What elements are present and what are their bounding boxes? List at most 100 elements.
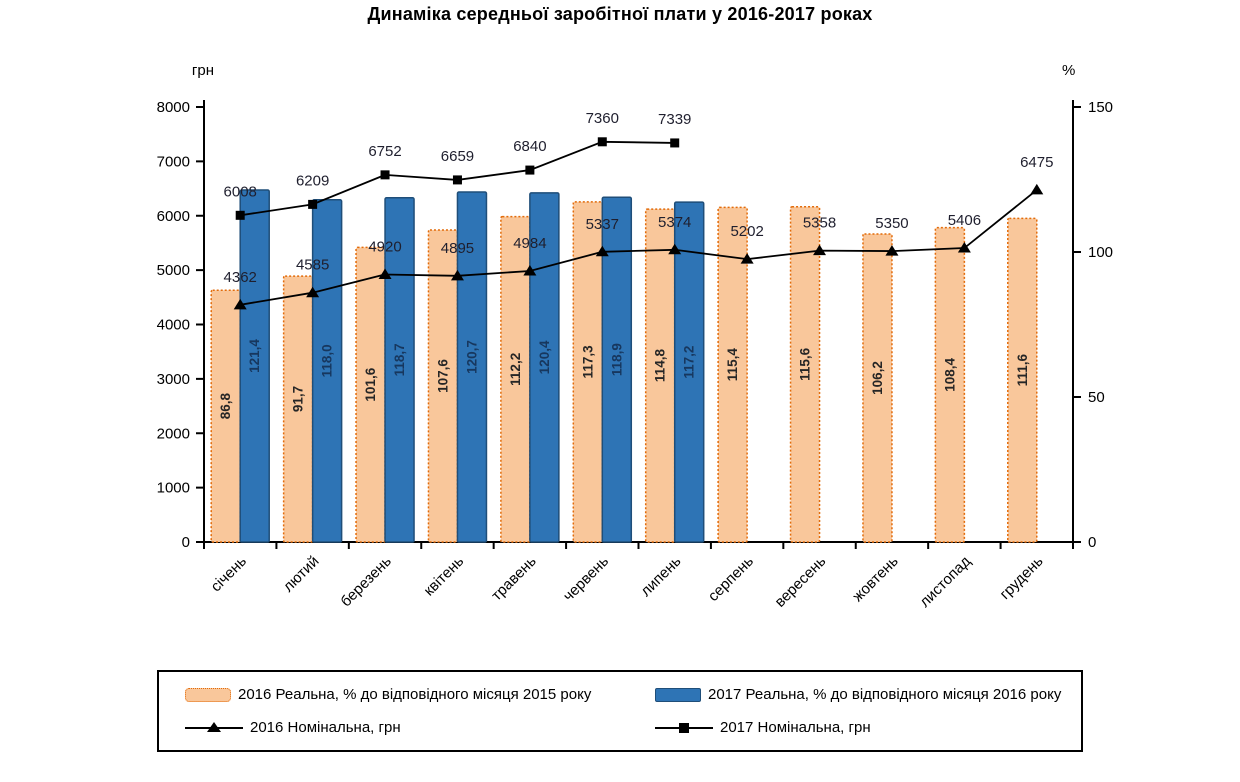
line-value-label: 5337 [586,216,619,233]
bar-value-label: 112,2 [508,353,523,386]
square-marker [380,170,390,180]
left-axis-tick-label: 4000 [157,317,190,334]
legend-label-2016-nominal: 2016 Номінальна, грн [250,719,401,736]
square-marker [308,199,318,209]
legend-label-2016-real: 2016 Реальна, % до відповідного місяця 2… [238,686,592,703]
legend: 2016 Реальна, % до відповідного місяця 2… [157,670,1083,752]
bar-2016 [427,229,459,543]
bar-value-label: 115,6 [798,347,813,381]
square-marker [525,165,535,175]
right-axis-tick-label: 100 [1088,244,1113,261]
bar-2016 [862,233,893,543]
left-axis-tick-label: 2000 [157,425,190,442]
left-axis-tick-label: 0 [182,534,190,551]
triangle-marker [233,298,247,310]
bar-value-label: 108,4 [942,357,957,391]
triangle-line-marker-icon [185,721,243,732]
bar-value-label: 118,0 [320,344,335,377]
bar-2017 [384,197,415,543]
triangle-marker [957,242,971,253]
line-value-label: 4362 [224,269,257,286]
square-marker [597,137,607,147]
bar-value-label: 106,2 [870,361,885,395]
bar-value-label: 117,2 [682,346,697,379]
bar-value-label: 101,6 [363,367,378,401]
month-label: грудень [997,553,1047,603]
bar-2017 [311,199,343,543]
line-value-label: 6840 [513,138,546,155]
left-axis-tick-label: 6000 [157,208,190,225]
bar-2017 [529,192,560,543]
line-value-label: 4920 [368,238,401,255]
bar-2017 [673,201,705,543]
triangle-marker [450,269,464,281]
line-value-label: 5202 [730,223,763,240]
left-axis-tick-label: 5000 [157,262,190,279]
line-value-label: 5358 [803,215,836,232]
month-label: квітень [421,553,468,600]
bar-value-label: 107,6 [435,359,450,393]
bar-2017 [239,189,270,543]
month-label: січень [208,553,251,596]
square-marker [235,210,245,220]
triangle-marker [740,253,754,264]
legend-item-2016-nominal: 2016 Номінальна, грн [185,719,655,736]
chart-title: Динаміка середньої заробітної плати у 20… [367,4,873,24]
square-line-marker-icon [655,722,713,733]
triangle-marker [595,245,609,257]
bar-value-label: 120,4 [537,340,552,374]
legend-label-2017-nominal: 2017 Номінальна, грн [720,719,871,736]
month-label: серпень [705,553,757,605]
line-value-label: 6008 [224,183,257,200]
bar-value-label: 86,8 [218,393,233,420]
triangle-marker [523,264,537,276]
line-value-label: 7339 [658,111,691,128]
bar-2017 [456,191,488,543]
line-value-label: 6209 [296,172,329,189]
line-value-label: 6659 [441,148,474,165]
left-axis-tick-label: 8000 [157,99,190,116]
bar-value-label: 118,9 [609,343,624,376]
line-value-label: 4585 [296,257,329,274]
month-label: березень [337,553,395,611]
triangle-marker [306,286,320,298]
bar-2016 [282,275,314,543]
legend-item-2016-real: 2016 Реальна, % до відповідного місяця 2… [185,686,655,703]
line-value-label: 6475 [1020,154,1053,171]
left-axis-tick-label: 7000 [157,153,190,170]
month-label: червень [560,553,612,605]
bar-value-label: 117,3 [580,345,595,379]
month-label: листопад [916,553,974,611]
line-value-label: 4984 [513,235,546,252]
month-label: вересень [772,553,830,611]
month-label: травень [488,553,540,605]
right-axis-tick-label: 50 [1088,389,1105,406]
bar-value-label: 121,4 [247,339,262,373]
left-axis-unit-label: грн [191,62,214,79]
triangle-marker [1030,183,1044,195]
bar-value-label: 115,4 [725,348,740,382]
square-marker [452,175,462,185]
line-value-label: 6752 [368,143,401,160]
legend-item-2017-nominal: 2017 Номінальна, грн [655,719,1071,736]
triangle-marker [378,268,392,279]
left-axis-tick-label: 1000 [157,480,190,497]
bar-value-label: 114,8 [653,349,668,383]
bar-2016 [717,206,748,543]
line-2016-nominal [240,189,1038,306]
left-axis-tick-label: 3000 [157,371,190,388]
bar-swatch-2016-icon [185,687,231,702]
line-value-label: 7360 [586,110,619,127]
right-axis-unit-label: % [1062,62,1076,79]
bar-value-label: 91,7 [291,386,306,412]
bar-2016 [934,226,966,543]
month-label: лютий [280,553,323,596]
triangle-marker [668,243,682,255]
bar-2016 [1007,217,1038,543]
bar-swatch-2017-icon [655,687,701,702]
triangle-marker [885,245,899,256]
triangle-marker [813,244,827,256]
month-label: липень [637,553,684,600]
right-axis-tick-label: 150 [1088,99,1113,116]
